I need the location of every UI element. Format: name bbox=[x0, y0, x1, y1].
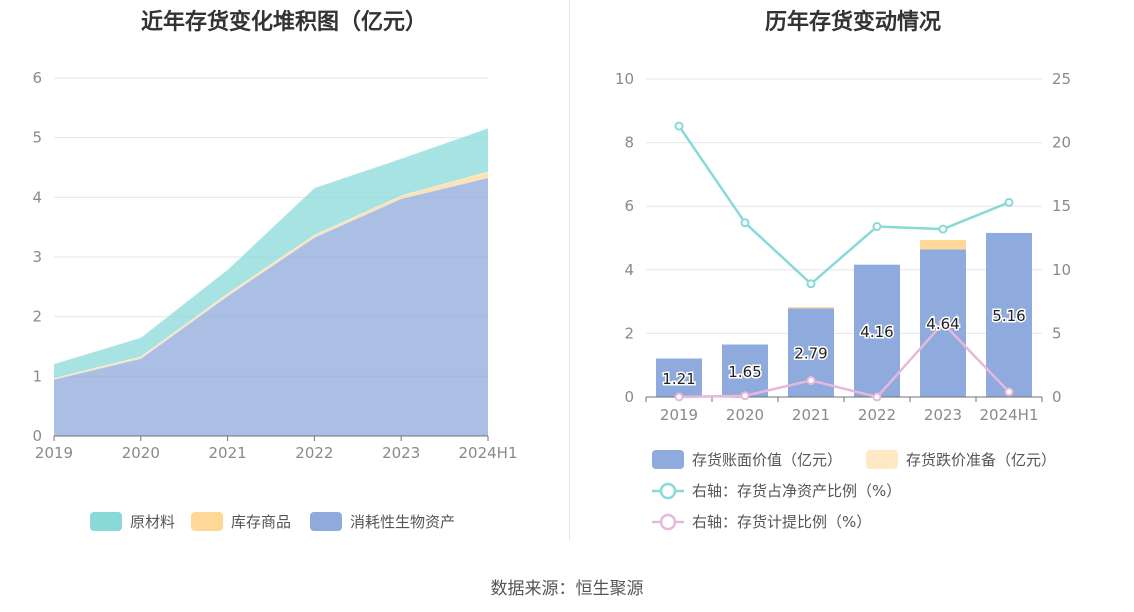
x-tick-label: 2019 bbox=[660, 406, 698, 424]
chart-title: 历年存货变动情况 bbox=[764, 10, 941, 35]
x-tick-label: 2020 bbox=[726, 406, 764, 424]
line-point bbox=[674, 121, 684, 131]
area-series-edge bbox=[53, 127, 489, 365]
legend-swatch bbox=[310, 512, 342, 531]
y-tick-label: 0 bbox=[32, 427, 42, 445]
legend-marker bbox=[659, 482, 677, 500]
y2-tick-label: 20 bbox=[1052, 134, 1071, 152]
y-tick-label: 8 bbox=[624, 134, 634, 152]
legend-marker bbox=[659, 513, 677, 531]
y-tick-label: 6 bbox=[32, 69, 42, 87]
bar-impairment bbox=[788, 307, 834, 309]
area-series bbox=[54, 177, 488, 437]
legend-label: 存货跌价准备（亿元） bbox=[906, 451, 1056, 469]
bar-book-value bbox=[722, 344, 768, 397]
stacked-area-chart-panel: 近年存货变化堆积图（亿元） 0 1 2 3 4 5 6 2019 2020 2021 2022 202… bbox=[0, 0, 568, 560]
line-point bbox=[938, 318, 948, 328]
x-tick-label: 2023 bbox=[924, 406, 962, 424]
line-point bbox=[872, 392, 882, 402]
legend-swatch bbox=[90, 512, 122, 531]
line-point bbox=[806, 375, 816, 385]
line-point bbox=[872, 222, 882, 232]
line-point bbox=[674, 392, 684, 402]
data-source: 数据来源：恒生聚源 bbox=[490, 579, 644, 599]
line-point bbox=[740, 218, 750, 228]
panel-divider bbox=[569, 0, 570, 540]
y-tick-label: 1 bbox=[32, 367, 42, 385]
chart-title: 近年存货变化堆积图（亿元） bbox=[140, 10, 427, 35]
line-point bbox=[806, 279, 816, 289]
legend-label: 右轴：存货占净资产比例（%） bbox=[692, 482, 901, 500]
line-point bbox=[1004, 387, 1014, 397]
area-series bbox=[54, 128, 488, 379]
legend-label: 库存商品 bbox=[231, 513, 291, 531]
bar-data-label: 1.65 bbox=[728, 363, 761, 381]
line-series bbox=[678, 321, 1010, 399]
y-tick-label: 10 bbox=[615, 70, 634, 88]
inventory-change-chart-panel: 历年存货变动情况 0 2 4 6 8 10 0 5 10 15 20 25 2019 2020 2021 20… bbox=[572, 0, 1134, 560]
y2-tick-label: 0 bbox=[1052, 388, 1062, 406]
bar-impairment bbox=[920, 239, 966, 250]
legend-swatch bbox=[652, 450, 684, 469]
bar-book-value bbox=[656, 358, 702, 397]
x-tick-label: 2020 bbox=[122, 444, 160, 462]
y2-tick-label: 10 bbox=[1052, 261, 1071, 279]
legend-swatch bbox=[866, 450, 898, 469]
legend-swatch bbox=[191, 512, 223, 531]
bar-book-value bbox=[854, 264, 900, 397]
x-tick-label: 2022 bbox=[858, 406, 896, 424]
legend-label: 消耗性生物资产 bbox=[350, 513, 455, 531]
x-tick-label: 2021 bbox=[792, 406, 830, 424]
x-tick-label: 2019 bbox=[35, 444, 73, 462]
line-point bbox=[938, 224, 948, 234]
legend-label: 存货账面价值（亿元） bbox=[692, 451, 842, 469]
legend-label: 右轴：存货计提比例（%） bbox=[692, 513, 871, 531]
bar-data-label: 4.16 bbox=[860, 323, 893, 341]
x-tick-label: 2022 bbox=[295, 444, 333, 462]
y-tick-label: 5 bbox=[32, 129, 42, 147]
bar-book-value bbox=[986, 232, 1032, 397]
x-tick-label: 2024H1 bbox=[459, 444, 518, 462]
legend-label: 原材料 bbox=[130, 513, 175, 531]
x-tick-label: 2023 bbox=[382, 444, 420, 462]
bar-line-combo-chart: 0 2 4 6 8 10 0 5 10 15 20 25 2019 2020 2021 2022 2023 202… bbox=[615, 70, 1071, 531]
bar-data-label: 1.21 bbox=[662, 370, 695, 388]
line-point bbox=[1004, 197, 1014, 207]
y-tick-label: 2 bbox=[624, 324, 634, 342]
y-tick-label: 0 bbox=[624, 388, 634, 406]
line-series bbox=[677, 125, 1010, 286]
y-tick-label: 3 bbox=[32, 248, 42, 266]
y-tick-label: 4 bbox=[32, 188, 42, 206]
bar-data-label: 2.79 bbox=[794, 345, 827, 363]
bar-data-label: 5.16 bbox=[992, 307, 1025, 325]
bar-data-label: 4.64 bbox=[926, 315, 959, 333]
y2-tick-label: 5 bbox=[1052, 324, 1062, 342]
stacked-area-chart: 0 1 2 3 4 5 6 2019 2020 2021 2022 2023 2024H1 原材料 库存商品… bbox=[32, 69, 518, 531]
x-tick-label: 2021 bbox=[209, 444, 247, 462]
y2-tick-label: 15 bbox=[1052, 197, 1071, 215]
y2-tick-label: 25 bbox=[1052, 70, 1071, 88]
y-tick-label: 6 bbox=[624, 197, 634, 215]
y-tick-label: 4 bbox=[624, 261, 634, 279]
y-tick-label: 2 bbox=[32, 308, 42, 326]
x-tick-label: 2024H1 bbox=[980, 406, 1039, 424]
line-point bbox=[740, 391, 750, 401]
